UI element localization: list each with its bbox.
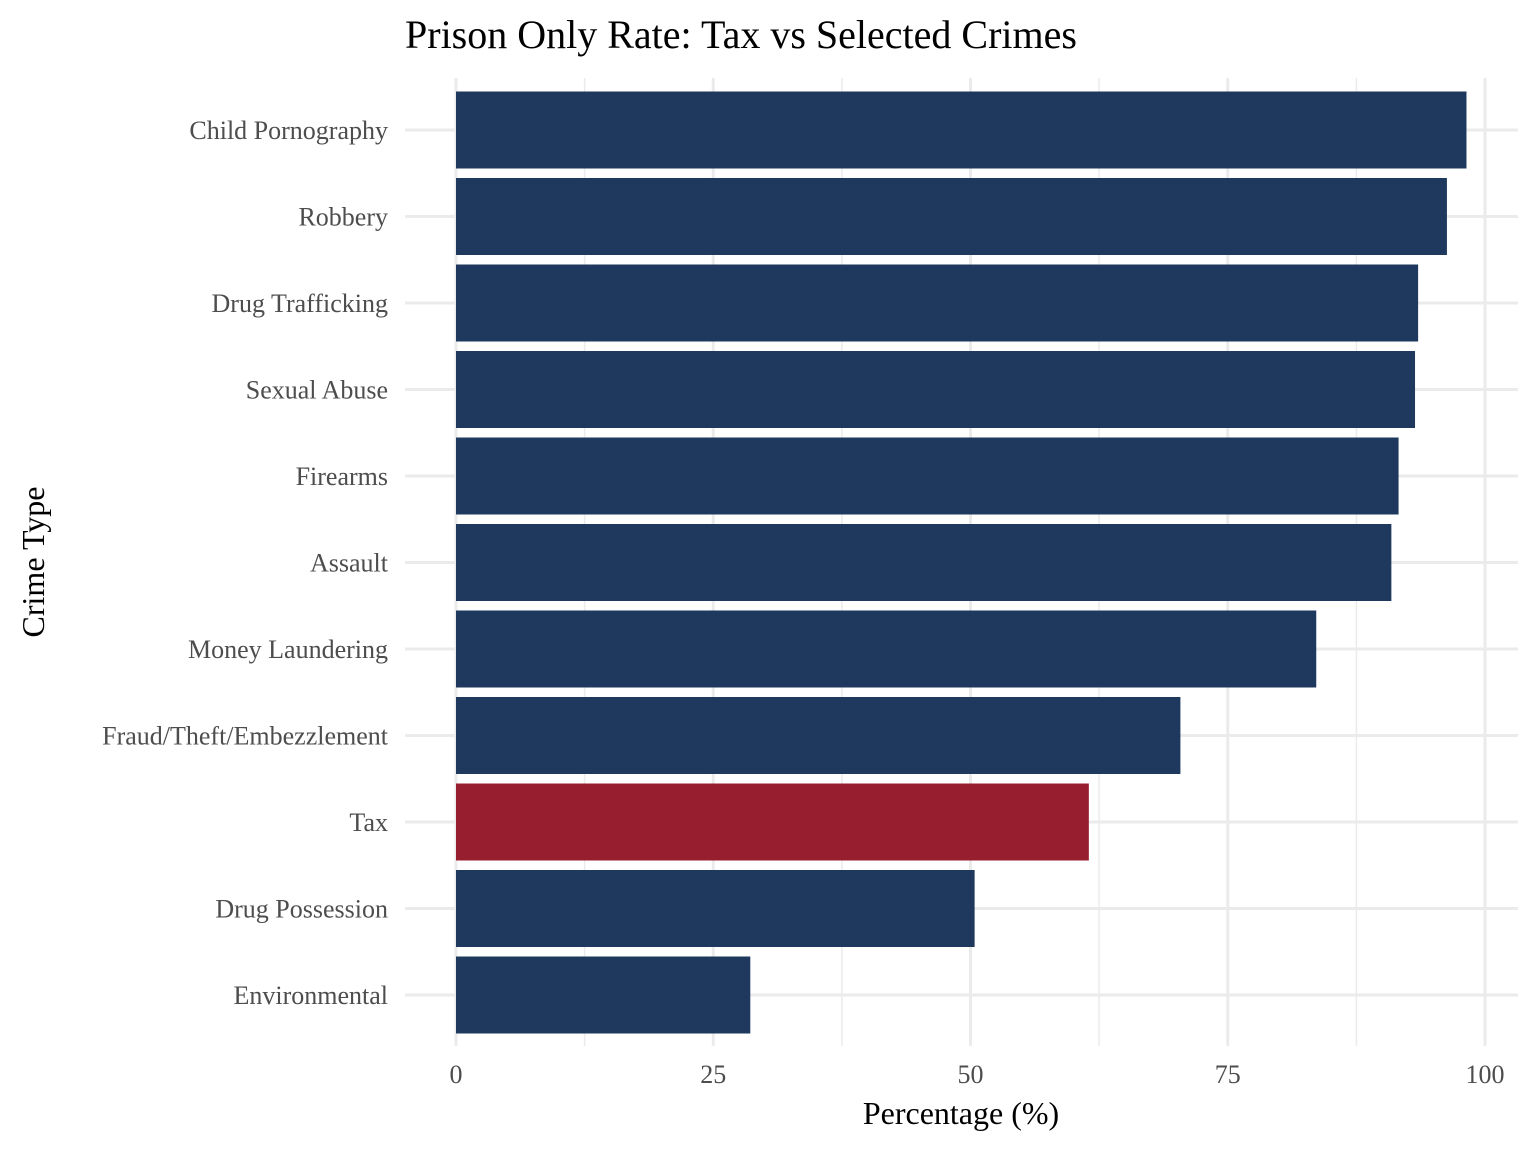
chart-title: Prison Only Rate: Tax vs Selected Crimes bbox=[405, 12, 1077, 57]
x-tick-label: 0 bbox=[450, 1060, 463, 1089]
bar-assault bbox=[456, 524, 1392, 601]
bar-tax bbox=[456, 783, 1089, 861]
bar-fraud-theft-embezzlement bbox=[456, 697, 1181, 774]
bar-environmental bbox=[456, 956, 751, 1034]
bar-sexual-abuse bbox=[456, 351, 1416, 428]
bar-money-laundering bbox=[456, 610, 1317, 688]
bar-robbery bbox=[456, 178, 1447, 255]
bar-child-pornography bbox=[456, 91, 1467, 169]
x-tick-label: 100 bbox=[1466, 1060, 1505, 1089]
y-tick-label: Fraud/Theft/Embezzlement bbox=[102, 722, 389, 751]
y-tick-label: Child Pornography bbox=[189, 116, 388, 145]
y-tick-label: Drug Trafficking bbox=[212, 289, 388, 318]
y-tick-label: Robbery bbox=[298, 203, 388, 232]
bar-drug-possession bbox=[456, 870, 975, 947]
y-axis-title: Crime Type bbox=[15, 487, 51, 638]
y-tick-label: Drug Possession bbox=[215, 895, 388, 924]
y-tick-label: Assault bbox=[310, 549, 389, 578]
y-tick-label: Environmental bbox=[233, 981, 388, 1010]
x-tick-label: 25 bbox=[700, 1060, 726, 1089]
label-layer: Child Pornography Robbery Drug Trafficking… bbox=[102, 116, 1504, 1089]
y-tick-label: Tax bbox=[349, 808, 388, 837]
y-tick-label: Sexual Abuse bbox=[246, 376, 388, 405]
bar-firearms bbox=[456, 437, 1399, 515]
y-tick-label: Money Laundering bbox=[188, 635, 388, 664]
y-tick-label: Firearms bbox=[296, 462, 388, 491]
x-tick-label: 50 bbox=[958, 1060, 984, 1089]
x-axis-title: Percentage (%) bbox=[863, 1095, 1059, 1131]
x-tick-label: 75 bbox=[1215, 1060, 1241, 1089]
bar-drug-trafficking bbox=[456, 264, 1419, 342]
bar-layer bbox=[456, 91, 1467, 1034]
